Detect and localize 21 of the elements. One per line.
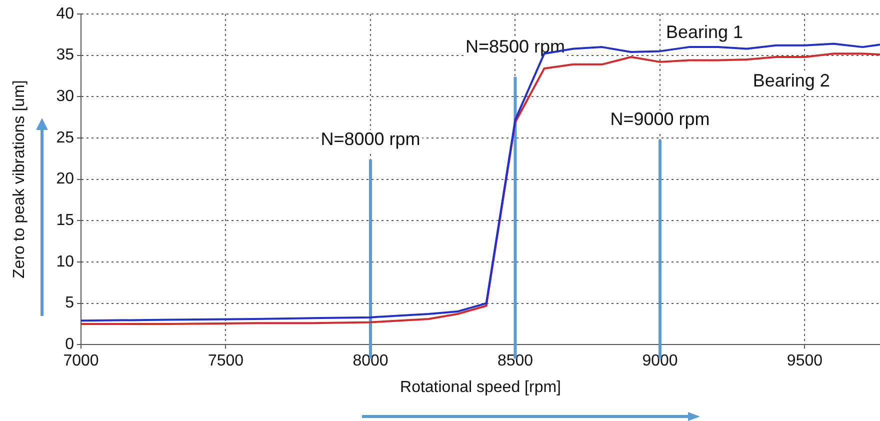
x-axis-title: Rotational speed [rpm] [400,378,561,396]
x-tick-label: 9500 [786,352,823,370]
x-tick-label: 9000 [642,352,678,370]
ref-line-label: N=8000 rpm [320,128,420,149]
x-tick-label: 8500 [497,352,534,370]
y-tick-label: 25 [56,129,74,146]
y-tick-label: 40 [56,5,74,22]
x-tick-label: 7000 [63,352,99,370]
x-tick-label: 8000 [352,352,388,370]
series-label: Bearing 1 [666,22,744,42]
y-tick-label: 10 [56,253,74,270]
y-tick-label: 5 [65,294,74,312]
y-tick-label: 35 [56,46,74,64]
y-tick-label: 15 [56,212,74,230]
y-tick-label: 0 [65,336,74,354]
series-label: Bearing 2 [752,70,830,90]
x-tick-label: 7500 [208,352,244,370]
y-tick-label: 20 [56,170,74,188]
ref-line-label: N=9000 rpm [610,108,710,129]
y-tick-label: 30 [56,88,74,106]
y-axis-title: Zero to peak vibrations [um] [11,80,28,278]
